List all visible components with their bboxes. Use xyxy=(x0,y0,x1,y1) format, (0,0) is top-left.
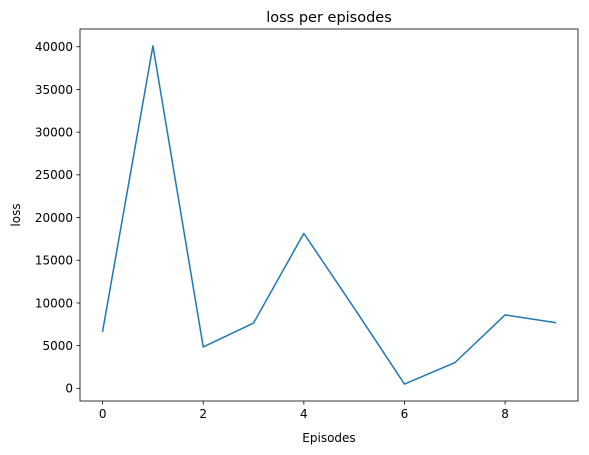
y-tick-label: 35000 xyxy=(35,83,73,97)
plot-area xyxy=(80,29,578,401)
x-tick-label: 4 xyxy=(300,407,308,421)
plot-frame xyxy=(79,28,579,402)
x-tick-label: 8 xyxy=(501,407,509,421)
y-tick-label: 25000 xyxy=(35,168,73,182)
x-axis-label: Episodes xyxy=(302,431,355,445)
loss-series-line xyxy=(101,45,557,385)
y-tick-label: 15000 xyxy=(35,254,73,268)
x-tick-label: 2 xyxy=(199,407,207,421)
chart-title: loss per episodes xyxy=(266,10,392,26)
y-axis-label: loss xyxy=(9,203,23,226)
x-axis-ticks: 0 2 4 6 8 xyxy=(99,401,509,421)
y-tick-label: 5000 xyxy=(42,339,73,353)
y-axis-ticks: 0 5000 10000 15000 20000 25000 30000 35000 40000 xyxy=(35,40,80,396)
y-tick-label: 30000 xyxy=(35,125,73,139)
x-tick-label: 6 xyxy=(401,407,409,421)
y-tick-label: 40000 xyxy=(35,40,73,54)
x-tick-label: 0 xyxy=(99,407,107,421)
y-tick-label: 10000 xyxy=(35,296,73,310)
y-tick-label: 20000 xyxy=(35,211,73,225)
series-layer xyxy=(101,45,557,385)
y-tick-label: 0 xyxy=(65,382,73,396)
